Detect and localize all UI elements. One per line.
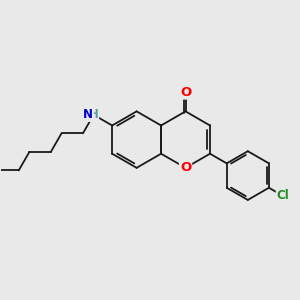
Text: N: N [83,108,93,121]
Text: H: H [89,108,99,121]
Text: Cl: Cl [277,189,290,203]
Text: O: O [180,85,191,98]
Text: O: O [180,161,191,174]
